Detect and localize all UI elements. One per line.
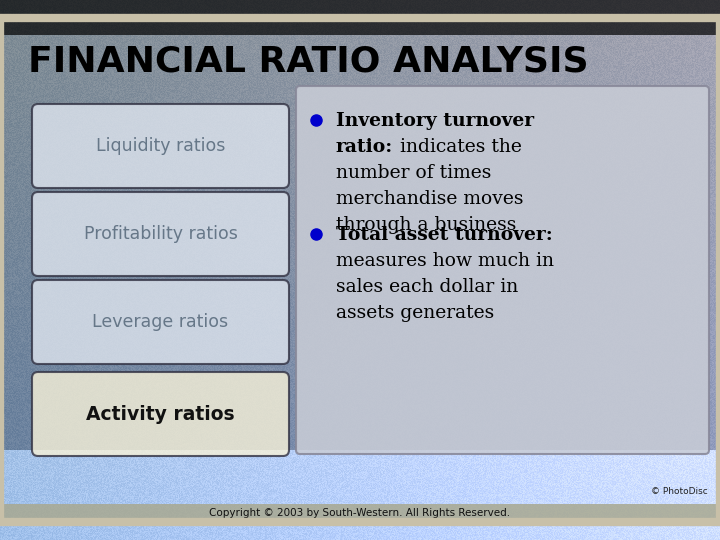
Text: sales each dollar in: sales each dollar in	[336, 278, 518, 296]
Text: through a business: through a business	[336, 216, 516, 234]
FancyBboxPatch shape	[32, 372, 289, 456]
Text: Profitability ratios: Profitability ratios	[84, 225, 238, 243]
FancyBboxPatch shape	[0, 504, 720, 522]
Text: Leverage ratios: Leverage ratios	[92, 313, 228, 331]
Text: Activity ratios: Activity ratios	[86, 404, 235, 423]
Text: merchandise moves: merchandise moves	[336, 190, 523, 208]
Text: Liquidity ratios: Liquidity ratios	[96, 137, 225, 155]
Text: FINANCIAL RATIO ANALYSIS: FINANCIAL RATIO ANALYSIS	[28, 45, 589, 79]
FancyBboxPatch shape	[32, 280, 289, 364]
Text: measures how much in: measures how much in	[336, 252, 554, 270]
FancyBboxPatch shape	[32, 104, 289, 188]
FancyBboxPatch shape	[296, 86, 709, 454]
FancyBboxPatch shape	[32, 192, 289, 276]
Text: number of times: number of times	[336, 164, 491, 182]
Text: © PhotoDisc: © PhotoDisc	[652, 488, 708, 496]
Text: indicates the: indicates the	[388, 138, 522, 156]
Text: Total asset turnover:: Total asset turnover:	[336, 226, 553, 244]
Text: Inventory turnover: Inventory turnover	[336, 112, 534, 130]
Text: ratio:: ratio:	[336, 138, 393, 156]
Text: Copyright © 2003 by South-Western. All Rights Reserved.: Copyright © 2003 by South-Western. All R…	[210, 508, 510, 518]
Text: assets generates: assets generates	[336, 304, 494, 322]
